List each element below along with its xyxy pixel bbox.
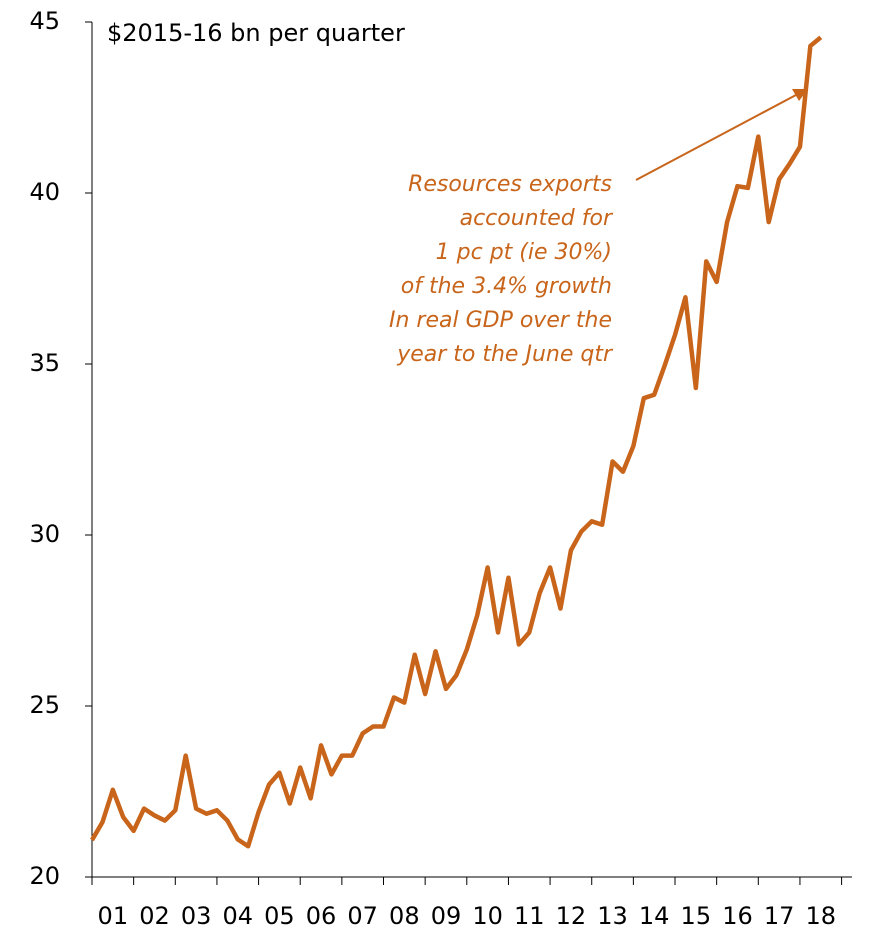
- x-tick-label: 11: [514, 902, 545, 930]
- data-line: [90, 35, 823, 849]
- x-tick-label: 04: [222, 902, 253, 930]
- axis-title: $2015-16 bn per quarter: [107, 19, 405, 47]
- x-tick-label: 16: [722, 902, 753, 930]
- y-tick-label: 25: [29, 691, 60, 719]
- annotation-arrow: [635, 94, 797, 181]
- x-tick-label: 13: [597, 902, 628, 930]
- x-tick-label: 05: [264, 902, 295, 930]
- x-tick-label: 14: [639, 902, 670, 930]
- annotation-line: Resources exports: [408, 172, 612, 197]
- x-tick-label: 07: [347, 902, 378, 930]
- y-tick-label: 40: [29, 178, 60, 206]
- annotation-line: In real GDP over the: [389, 308, 612, 333]
- x-tick-label: 12: [556, 902, 587, 930]
- y-tick-label: 20: [29, 862, 60, 890]
- x-tick-label: 10: [472, 902, 503, 930]
- annotation-line: of the 3.4% growth: [401, 274, 612, 299]
- y-tick-label: 30: [29, 520, 60, 548]
- annotation-line: 1 pc pt (ie 30%): [436, 240, 612, 265]
- x-tick-label: 01: [98, 902, 129, 930]
- y-tick-label: 45: [29, 7, 60, 35]
- x-tick-label: 18: [805, 902, 836, 930]
- x-tick-label: 08: [389, 902, 420, 930]
- x-tick-label: 02: [139, 902, 170, 930]
- x-tick-label: 06: [306, 902, 337, 930]
- x-tick-label: 09: [431, 902, 462, 930]
- x-tick-label: 17: [764, 902, 795, 930]
- x-tick-label: 03: [181, 902, 212, 930]
- annotation-line: year to the June qtr: [396, 342, 614, 367]
- y-tick-label: 35: [29, 349, 60, 377]
- x-tick-label: 15: [681, 902, 712, 930]
- annotation-line: accounted for: [460, 206, 614, 231]
